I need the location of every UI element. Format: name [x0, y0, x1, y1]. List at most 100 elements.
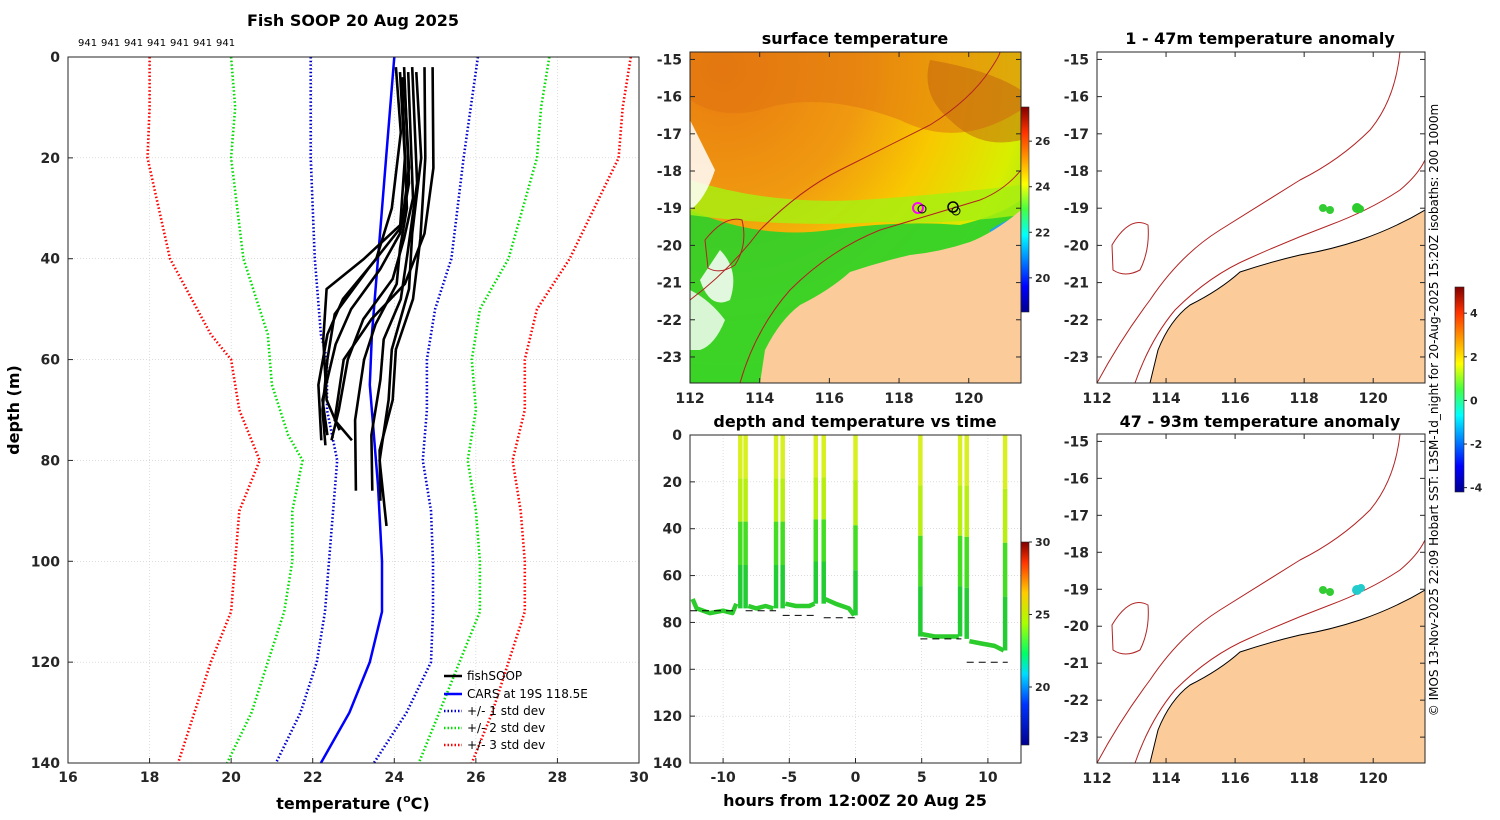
anomaly-47-93-point [1319, 586, 1327, 594]
x-tick-label: 120 [1359, 391, 1388, 407]
profile-fishsoop [317, 67, 435, 527]
anomaly-colorbar-ticks: -4 -2 0 2 4 [1464, 307, 1483, 495]
x-tick-label: 120 [1359, 771, 1388, 787]
y-tick-label: -22 [1064, 693, 1089, 709]
profile-legend: fishSOOP CARS at 19S 118.5E +/- 1 std de… [444, 669, 588, 752]
colorbar-tick-label: 2 [1470, 351, 1478, 364]
y-tick-label: 40 [41, 252, 61, 268]
y-tick-label: -16 [1064, 471, 1089, 487]
top-label: 941 [124, 38, 143, 49]
y-tick-label: -19 [1064, 582, 1089, 598]
anomaly-1-47-point [1326, 206, 1334, 214]
y-tick-label: -18 [657, 164, 682, 180]
y-tick-label: 0 [672, 428, 682, 444]
y-tick-label: -17 [1064, 508, 1089, 524]
series-line [372, 56, 480, 764]
top-label: 941 [216, 38, 235, 49]
y-tick-label: -19 [657, 201, 682, 217]
dive-bottom-track [824, 596, 856, 617]
x-tick-label: 20 [221, 770, 241, 786]
anomaly-1-47-panel: 1 - 47m temperature anomaly 112 114 116 118… [1064, 29, 1426, 407]
sst-map-ticks: 112 114 116 118 120 -15 -16 -17 -18 -19 -20 -21 -22 -… [657, 52, 1021, 407]
series-line [319, 56, 396, 764]
fishsoop-profile [378, 72, 423, 527]
anomaly-1-47-frame [1096, 51, 1426, 384]
depth-time-colorbar-ticks: 20 25 30 [1029, 536, 1051, 694]
y-tick-label: 40 [663, 522, 683, 538]
top-label: 941 [101, 38, 120, 49]
x-tick-label: 0 [851, 770, 861, 786]
y-tick-label: 20 [663, 475, 683, 491]
y-tick-label: 100 [653, 662, 682, 678]
sst-isobath-200 [739, 169, 1021, 383]
y-tick-label: -17 [657, 127, 682, 143]
legend-label-cars: CARS at 19S 118.5E [467, 687, 588, 701]
x-tick-label: 112 [1082, 771, 1111, 787]
colorbar-tick-label: -4 [1470, 482, 1483, 495]
sst-colorbar-ticks: 20 22 24 26 [1029, 135, 1051, 285]
sst-isobath-1000 [690, 52, 1001, 301]
x-tick-label: 112 [675, 391, 704, 407]
x-tick-label: 28 [548, 770, 567, 786]
series-line [146, 57, 262, 764]
x-tick-label: 18 [140, 770, 159, 786]
sst-map-panel: surface temperature 112 114 116 118 120 -15 -1… [657, 29, 1051, 407]
sst-isobath-reef [704, 218, 745, 272]
legend-label-std3: +/- 3 std dev [467, 738, 545, 752]
anomaly-1-47-isobath-1000 [1097, 52, 1401, 383]
x-tick-label: 10 [978, 770, 998, 786]
y-tick-label: -21 [1064, 276, 1089, 292]
colorbar-tick-label: 30 [1035, 536, 1051, 549]
sst-colorbar [1020, 106, 1030, 313]
anomaly-1-47-isobath-200 [1134, 159, 1425, 383]
y-tick-label: -15 [1064, 52, 1089, 68]
y-tick-label: -20 [1064, 619, 1090, 635]
profile-title: Fish SOOP 20 Aug 2025 [247, 11, 459, 30]
depth-time-panel: depth and temperature vs time -10 -5 0 5 100… [653, 412, 1051, 810]
colorbar-tick-label: 24 [1035, 181, 1051, 194]
sst-fish-marker [951, 206, 961, 216]
x-tick-label: 24 [385, 770, 405, 786]
y-tick-label: 140 [653, 756, 682, 772]
y-tick-label: -20 [1064, 238, 1090, 254]
y-tick-label: 60 [663, 569, 683, 585]
legend-label-std1: +/- 1 std dev [467, 704, 545, 718]
x-tick-label: 114 [1151, 391, 1180, 407]
y-tick-label: -16 [657, 90, 682, 106]
sst-fish-marker [917, 204, 927, 214]
y-tick-label: 140 [31, 756, 60, 772]
top-label: 941 [78, 38, 97, 49]
y-tick-label: -18 [1064, 545, 1089, 561]
x-tick-label: 114 [1151, 771, 1180, 787]
y-tick-label: -20 [657, 238, 683, 254]
y-tick-label: 0 [50, 50, 60, 66]
series-line [225, 56, 304, 764]
profile-panel: Fish SOOP 20 Aug 2025 941 941 941 941 94… [4, 11, 649, 813]
anomaly-1-47-map [1097, 52, 1425, 383]
anomaly-47-93-isobath-1000 [1097, 434, 1401, 763]
anomaly-1-47-reef [1111, 222, 1149, 275]
y-tick-label: -19 [1064, 201, 1089, 217]
anomaly-47-93-map [1097, 434, 1425, 763]
y-tick-label: -21 [657, 276, 682, 292]
y-tick-label: -17 [1064, 127, 1089, 143]
profile-ticks: 16 18 20 22 24 26 28 30 0 20 40 60 80 100 120 140 [31, 50, 649, 786]
depth-time-colorbar [1020, 541, 1030, 746]
depth-time-title: depth and temperature vs time [713, 412, 996, 431]
sst-land [760, 210, 1021, 383]
dive-bottom-track [921, 631, 959, 639]
colorbar-tick-label: -2 [1470, 438, 1482, 451]
top-label: 941 [193, 38, 212, 49]
y-tick-label: 80 [663, 615, 683, 631]
anomaly-47-93-point [1326, 588, 1334, 596]
x-tick-label: 116 [1220, 391, 1249, 407]
x-tick-label: 118 [1290, 391, 1319, 407]
y-tick-label: -22 [657, 313, 682, 329]
anomaly-47-93-title: 47 - 93m temperature anomaly [1120, 412, 1401, 431]
anomaly-47-93-isobath-200 [1134, 539, 1425, 763]
x-tick-label: 22 [303, 770, 322, 786]
depth-time-data [690, 435, 1008, 663]
y-tick-label: -23 [1064, 350, 1089, 366]
y-tick-label: 120 [31, 655, 60, 671]
